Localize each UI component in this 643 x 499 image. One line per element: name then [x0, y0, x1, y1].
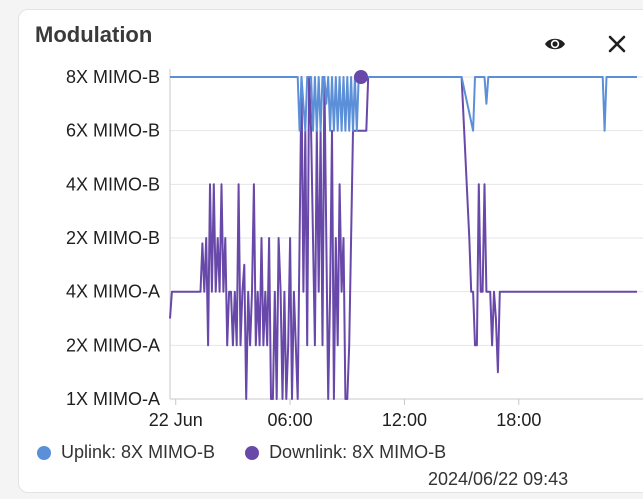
downlink-series-line: [169, 76, 637, 400]
timestamp: 2024/06/22 09:43: [428, 469, 569, 489]
y-tick-label: 2X MIMO-A: [66, 335, 160, 355]
modulation-chart: 1X MIMO-A 2X MIMO-A 4X MIMO-A 2X MIMO-B 4X M…: [66, 67, 643, 430]
y-tick-label: 4X MIMO-A: [66, 282, 160, 302]
x-tick-label: 06:00: [268, 410, 313, 430]
x-tick-label: 22 Jun: [149, 410, 203, 430]
downlink-label: Downlink:: [269, 442, 348, 462]
panel-title: Modulation: [35, 22, 153, 47]
y-tick-label: 8X MIMO-B: [66, 67, 160, 87]
y-tick-label: 1X MIMO-A: [66, 389, 160, 409]
downlink-value: 8X MIMO-B: [352, 442, 447, 462]
y-tick-label: 2X MIMO-B: [66, 228, 160, 248]
hover-marker: [353, 70, 368, 84]
eye-icon[interactable]: [543, 32, 567, 56]
y-tick-label: 4X MIMO-B: [66, 174, 160, 194]
x-tick-label: 18:00: [496, 410, 541, 430]
legend-downlink[interactable]: Downlink: 8X MIMO-B: [245, 442, 446, 463]
uplink-dot: [37, 445, 51, 460]
uplink-series-line: [170, 76, 637, 132]
downlink-dot: [245, 445, 260, 460]
legend-uplink[interactable]: Uplink: 8X MIMO-B: [37, 442, 215, 463]
uplink-value: 8X MIMO-B: [121, 442, 216, 462]
x-tick-label: 12:00: [382, 410, 427, 430]
close-icon[interactable]: [605, 32, 629, 56]
uplink-label: Uplink:: [61, 442, 117, 462]
legend: Uplink: 8X MIMO-B Downlink: 8X MIMO-B: [37, 442, 476, 463]
modulation-panel: Modulation 1X MIMO-A 2X MIMO-A 4X MIMO-A 2X…: [18, 9, 643, 493]
y-tick-label: 6X MIMO-B: [66, 121, 160, 141]
